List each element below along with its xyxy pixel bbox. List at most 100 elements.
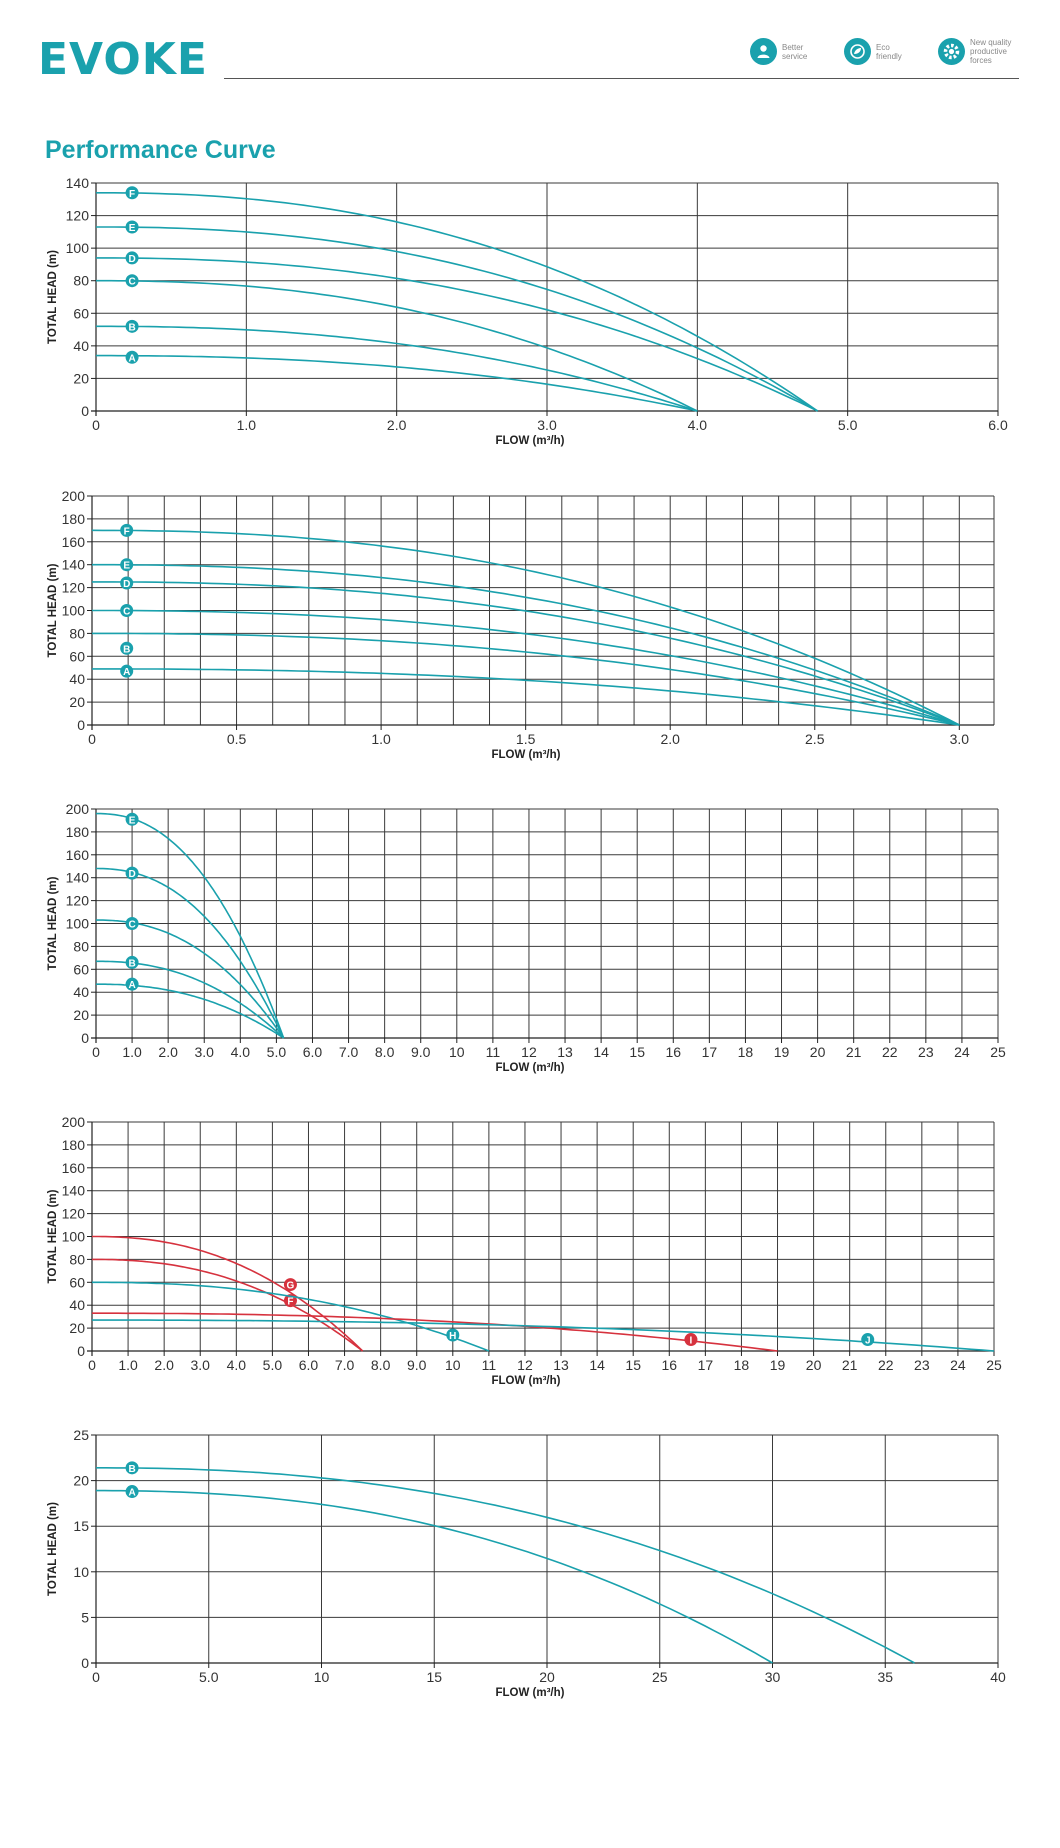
x-tick-label: 2.0 xyxy=(660,731,680,747)
x-tick-label: 16 xyxy=(665,1044,681,1060)
series-curve-b xyxy=(96,1466,915,1664)
series-label-e: E xyxy=(123,561,130,572)
y-tick-label: 40 xyxy=(73,984,89,1000)
x-tick-label: 19 xyxy=(774,1044,790,1060)
x-tick-label: 1.0 xyxy=(122,1044,142,1060)
x-axis-label: FLOW (m³/h) xyxy=(492,749,561,761)
x-tick-label: 20 xyxy=(806,1357,822,1373)
series-marker-b xyxy=(125,1461,139,1475)
x-tick-label: 2.0 xyxy=(158,1044,178,1060)
x-tick-label: 40 xyxy=(990,1669,1006,1685)
x-tick-label: 1.0 xyxy=(371,731,391,747)
series-label-h: H xyxy=(449,1331,456,1342)
y-axis-label: TOTAL HEAD (m) xyxy=(47,1189,59,1283)
series-marker-d xyxy=(125,251,139,265)
x-tick-label: 2.0 xyxy=(387,417,407,433)
x-tick-label: 3.0 xyxy=(950,731,970,747)
x-tick-label: 3.0 xyxy=(537,417,557,433)
person-service-icon xyxy=(750,38,777,65)
y-tick-label: 25 xyxy=(73,1427,89,1443)
x-tick-label: 8.0 xyxy=(375,1044,395,1060)
series-label-e: E xyxy=(129,223,136,234)
series-marker-j xyxy=(861,1333,875,1347)
series-label-f: F xyxy=(129,189,135,200)
y-axis-label: TOTAL HEAD (m) xyxy=(47,563,59,657)
y-tick-label: 0 xyxy=(77,717,85,733)
y-tick-label: 100 xyxy=(62,603,86,619)
series-label-b: B xyxy=(128,322,135,333)
x-tick-label: 15 xyxy=(629,1044,645,1060)
x-tick-label: 0.5 xyxy=(227,731,247,747)
x-axis-label: FLOW (m³/h) xyxy=(496,1062,565,1074)
x-tick-label: 13 xyxy=(557,1044,573,1060)
y-tick-label: 180 xyxy=(62,1137,86,1153)
series-marker-a xyxy=(125,350,139,364)
performance-chart-3: 0 20 40 60 80 100 120 140 160 180 200 0 1.0 2.0 3.0 4.0… xyxy=(47,801,1006,1074)
series-label-j: J xyxy=(865,1336,871,1347)
x-tick-label: 19 xyxy=(770,1357,786,1373)
series-label-d: D xyxy=(128,254,135,265)
x-tick-label: 2.0 xyxy=(154,1357,174,1373)
x-tick-label: 12 xyxy=(517,1357,533,1373)
series-marker-f xyxy=(120,523,134,537)
y-tick-label: 60 xyxy=(73,305,89,321)
x-tick-label: 9.0 xyxy=(411,1044,431,1060)
performance-chart-1: 0 20 40 60 80 100 120 140 0 1.0 2.0 3.0 4.0 5.0 6.0 FLO… xyxy=(47,175,1008,447)
series-curve-d xyxy=(92,581,960,726)
x-tick-label: 8.0 xyxy=(371,1357,391,1373)
y-tick-label: 160 xyxy=(66,847,90,863)
series-marker-h xyxy=(446,1328,460,1342)
x-tick-label: 7.0 xyxy=(335,1357,355,1373)
series-curve-a xyxy=(96,354,698,412)
badge-eco-friendly: Eco friendly xyxy=(844,38,924,65)
series-curve-c xyxy=(92,609,960,726)
gear-icon xyxy=(938,38,965,65)
y-axis-label: TOTAL HEAD (m) xyxy=(47,250,59,344)
x-tick-label: 4.0 xyxy=(227,1357,247,1373)
x-axis-label: FLOW (m³/h) xyxy=(496,1687,565,1699)
x-tick-label: 1.0 xyxy=(237,417,257,433)
series-label-b: B xyxy=(123,644,130,655)
y-tick-label: 40 xyxy=(73,338,89,354)
y-tick-label: 160 xyxy=(62,1160,86,1176)
series-marker-b xyxy=(125,319,139,333)
y-tick-label: 20 xyxy=(69,694,85,710)
x-tick-label: 2.5 xyxy=(805,731,825,747)
x-tick-label: 4.0 xyxy=(231,1044,251,1060)
y-tick-label: 80 xyxy=(73,273,89,289)
y-tick-label: 100 xyxy=(62,1229,86,1245)
series-marker-e xyxy=(125,220,139,234)
y-tick-label: 0 xyxy=(81,1655,89,1671)
x-tick-label: 25 xyxy=(652,1669,668,1685)
x-tick-label: 0 xyxy=(92,1044,100,1060)
x-tick-label: 0 xyxy=(88,1357,96,1373)
y-tick-label: 10 xyxy=(73,1564,89,1580)
y-tick-label: 200 xyxy=(62,488,86,504)
x-tick-label: 25 xyxy=(986,1357,1002,1373)
y-tick-label: 120 xyxy=(62,580,86,596)
x-tick-label: 0 xyxy=(88,731,96,747)
y-tick-label: 40 xyxy=(69,671,85,687)
eco-leaf-icon xyxy=(844,38,871,65)
x-tick-label: 18 xyxy=(734,1357,750,1373)
badge-label: Eco friendly xyxy=(876,42,902,61)
series-label-e: E xyxy=(129,815,136,826)
header-rule xyxy=(224,78,1019,79)
x-tick-label: 13 xyxy=(553,1357,569,1373)
x-tick-label: 35 xyxy=(877,1669,893,1685)
y-tick-label: 60 xyxy=(69,1274,85,1290)
page-header: EVOKE Better service Eco friendly New qual… xyxy=(0,0,1060,100)
x-tick-label: 22 xyxy=(882,1044,898,1060)
x-axis-label: FLOW (m³/h) xyxy=(492,1375,561,1387)
x-axis-label: FLOW (m³/h) xyxy=(496,435,565,447)
series-label-c: C xyxy=(128,920,135,931)
series-marker-b xyxy=(120,641,134,655)
series-marker-e xyxy=(120,558,134,572)
y-tick-label: 0 xyxy=(81,403,89,419)
x-tick-label: 24 xyxy=(950,1357,966,1373)
x-tick-label: 3.0 xyxy=(191,1357,211,1373)
y-tick-label: 80 xyxy=(73,938,89,954)
y-tick-label: 20 xyxy=(73,370,89,386)
x-tick-label: 10 xyxy=(314,1669,330,1685)
series-label-d: D xyxy=(128,869,135,880)
